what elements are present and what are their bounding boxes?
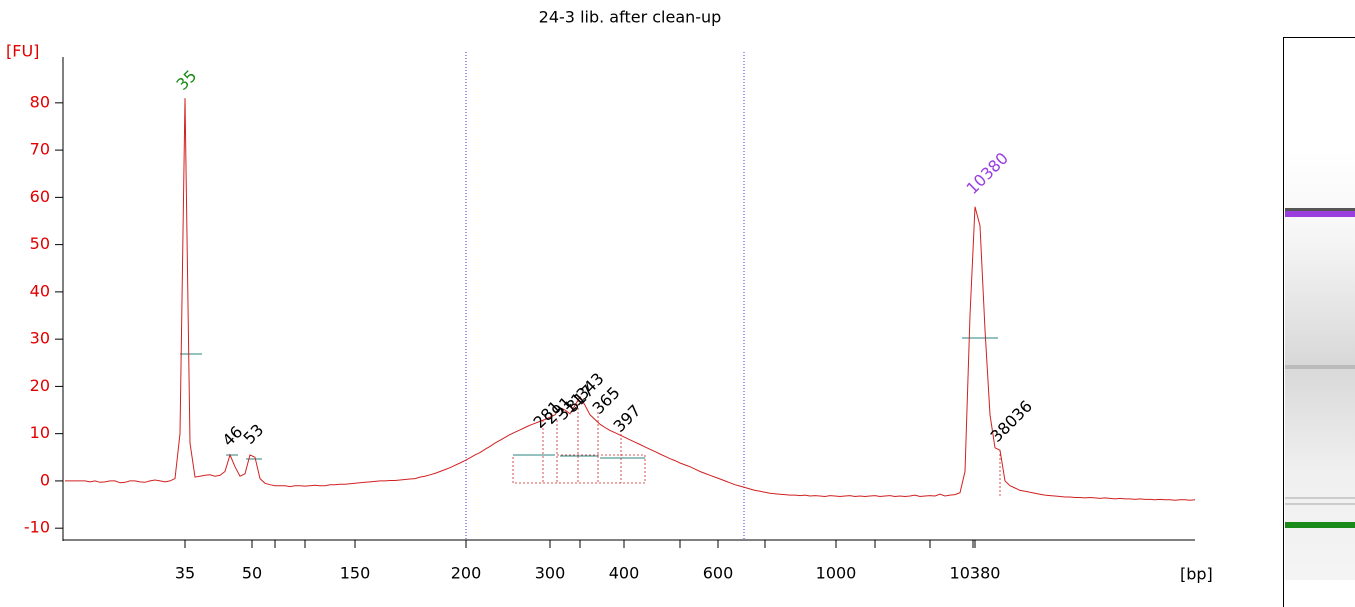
- peak-label: 53: [240, 420, 268, 448]
- x-axis-label: [bp]: [1180, 565, 1213, 584]
- y-tick-label: 0: [40, 470, 50, 489]
- y-tick-label: 60: [30, 187, 50, 206]
- gel-lane: [1283, 37, 1355, 607]
- smear-regions: [512, 400, 1001, 496]
- y-tick-label: 20: [30, 376, 50, 395]
- x-tick-label: 1000: [816, 564, 857, 583]
- peak-label: 10380: [963, 149, 1012, 198]
- y-tick-label: 70: [30, 140, 50, 159]
- x-tick-label: 150: [340, 564, 371, 583]
- y-tick-label: 50: [30, 234, 50, 253]
- y-tick-label: 30: [30, 329, 50, 348]
- peak-label: 38036: [987, 397, 1036, 446]
- y-tick-label: 10: [30, 423, 50, 442]
- peak-markers: [180, 337, 998, 460]
- y-tick-label: 40: [30, 281, 50, 300]
- x-tick-label: 600: [703, 564, 734, 583]
- x-tick-label: 200: [451, 564, 482, 583]
- y-tick-label: -10: [24, 518, 50, 537]
- x-tick-label: 50: [242, 564, 262, 583]
- peak-label: 35: [173, 66, 201, 94]
- y-tick-label: 80: [30, 92, 50, 111]
- x-tick-label: 400: [609, 564, 640, 583]
- y-axis-label: [FU]: [6, 42, 39, 61]
- x-tick-label: 300: [535, 564, 566, 583]
- x-tick-label: 10380: [950, 564, 1001, 583]
- chart-title: 24-3 lib. after clean-up: [539, 8, 722, 27]
- x-tick-label: 35: [175, 564, 195, 583]
- peak-label: 397: [610, 401, 645, 436]
- trace: [65, 98, 1196, 501]
